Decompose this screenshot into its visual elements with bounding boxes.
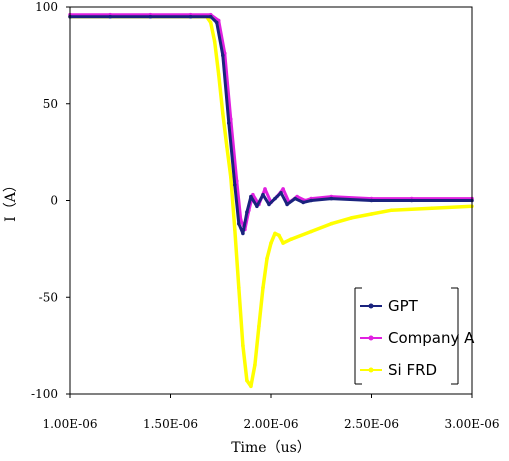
data-point-si-frd xyxy=(245,378,249,383)
data-point-si-frd xyxy=(265,256,269,261)
data-point-si-frd xyxy=(208,20,213,25)
legend-label-company-a: Company A xyxy=(388,329,475,347)
data-point-si-frd xyxy=(249,384,253,389)
data-point-gpt xyxy=(285,202,289,207)
data-point-gpt xyxy=(409,198,414,203)
data-point-si-frd xyxy=(216,72,221,77)
data-point-gpt xyxy=(245,210,249,214)
axis-layer: 1.00E-06 1.50E-06 2.00E-06 2.50E-06 3.00E-06… xyxy=(31,0,499,431)
data-point-gpt xyxy=(261,192,265,197)
data-point-gpt xyxy=(148,14,153,19)
data-point-gpt xyxy=(293,196,297,201)
y-tick-label: 50 xyxy=(43,97,58,111)
data-point-si-frd xyxy=(269,241,273,245)
x-axis-title: Time（us） xyxy=(231,440,311,456)
y-axis-title: I（A） xyxy=(3,178,19,222)
data-point-gpt xyxy=(208,14,213,19)
data-point-gpt xyxy=(108,14,112,19)
x-tick-label: 2.00E-06 xyxy=(243,417,298,431)
data-point-si-frd xyxy=(225,144,229,149)
data-point-si-frd xyxy=(309,229,314,234)
data-point-si-frd xyxy=(273,231,277,236)
data-point-si-frd xyxy=(277,233,281,238)
legend-marker-si-frd xyxy=(368,367,374,373)
legend-label-si-frd: Si FRD xyxy=(388,361,437,379)
data-point-company-a xyxy=(281,187,285,191)
data-point-gpt xyxy=(221,53,225,58)
data-point-gpt xyxy=(301,200,306,205)
data-point-gpt xyxy=(267,202,271,207)
x-tick-label: 1.00E-06 xyxy=(42,417,97,431)
data-point-gpt xyxy=(237,221,241,226)
data-point-company-a xyxy=(263,187,267,191)
data-point-gpt xyxy=(369,198,374,203)
data-point-gpt xyxy=(227,121,231,125)
data-point-gpt xyxy=(255,204,259,209)
data-point-si-frd xyxy=(233,227,237,232)
data-point-gpt xyxy=(249,194,253,199)
data-point-si-frd xyxy=(253,363,257,367)
data-point-gpt xyxy=(273,196,277,201)
data-point-si-frd xyxy=(212,40,217,44)
legend-label-gpt: GPT xyxy=(388,297,419,315)
data-point-gpt xyxy=(233,183,237,187)
data-point-gpt xyxy=(309,198,314,203)
data-point-gpt xyxy=(188,14,193,19)
series-line-si-frd xyxy=(70,14,473,389)
x-tick-label: 3.00E-06 xyxy=(444,417,499,431)
data-point-si-frd xyxy=(369,212,374,216)
y-tick-label: 0 xyxy=(50,194,58,208)
data-point-gpt xyxy=(241,231,245,236)
series-layer xyxy=(68,12,474,389)
data-point-si-frd xyxy=(257,324,261,329)
data-point-gpt xyxy=(329,196,334,201)
data-point-gpt xyxy=(279,191,283,195)
data-point-si-frd xyxy=(241,343,245,348)
data-point-si-frd xyxy=(221,111,225,116)
data-point-si-frd xyxy=(329,221,334,226)
data-point-si-frd xyxy=(349,216,354,220)
x-tick-label: 1.50E-06 xyxy=(143,417,198,431)
data-point-si-frd xyxy=(389,208,394,212)
data-point-si-frd xyxy=(430,206,434,210)
y-tick-label: -100 xyxy=(31,387,58,401)
legend-marker-gpt xyxy=(368,303,374,309)
data-point-si-frd xyxy=(261,285,265,290)
data-point-si-frd xyxy=(229,175,233,180)
y-tick-label: 100 xyxy=(35,0,58,14)
y-tick-label: -50 xyxy=(39,290,58,304)
data-point-gpt xyxy=(214,20,219,25)
legend-marker-company-a xyxy=(368,335,374,341)
data-point-si-frd xyxy=(281,241,285,245)
data-point-si-frd xyxy=(289,237,293,241)
x-tick-label: 2.50E-06 xyxy=(344,417,399,431)
data-point-si-frd xyxy=(237,285,241,290)
legend: GPT Company A Si FRD xyxy=(354,287,475,385)
